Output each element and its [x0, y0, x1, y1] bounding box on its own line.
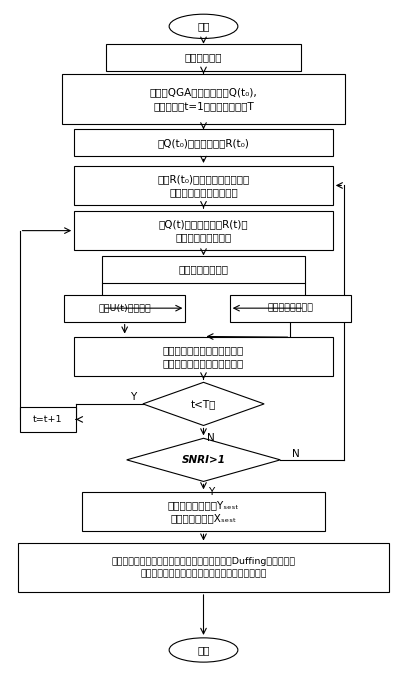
Ellipse shape	[169, 14, 238, 39]
FancyBboxPatch shape	[74, 129, 333, 156]
Polygon shape	[127, 438, 280, 481]
Text: t<T？: t<T？	[191, 399, 216, 409]
Text: 初始化QGA各参数和种群Q(t₀),
设置计数器t=1及最大进化代数T: 初始化QGA各参数和种群Q(t₀), 设置计数器t=1及最大进化代数T	[150, 87, 257, 111]
FancyBboxPatch shape	[82, 492, 325, 531]
Text: 将优化得到的最大适应度值及其个体向量，输入Duffing随机共振模
型，实现此干扰背景中自适应检测微弱小目标信号: 将优化得到的最大适应度值及其个体向量，输入Duffing随机共振模 型，实现此干…	[112, 557, 295, 578]
Text: SNRI>1: SNRI>1	[182, 455, 225, 465]
Text: 输出最优适应度值Yₛₑₛₜ
和最优个体状态Xₛₑₛₜ: 输出最优适应度值Yₛₑₛₜ 和最优个体状态Xₛₑₛₜ	[168, 500, 239, 523]
Text: 量子比特编码: 量子比特编码	[185, 52, 222, 62]
Ellipse shape	[169, 638, 238, 662]
Text: 执行量子交叉操作: 执行量子交叉操作	[179, 264, 228, 274]
FancyBboxPatch shape	[74, 166, 333, 205]
Text: t=t+1: t=t+1	[33, 415, 63, 424]
Text: Y: Y	[208, 487, 214, 497]
Text: 由Q(t)量子崩塔生成R(t)并
对其个体适应度评价: 由Q(t)量子崩塔生成R(t)并 对其个体适应度评价	[159, 219, 248, 242]
FancyBboxPatch shape	[64, 294, 185, 322]
Text: N: N	[207, 433, 214, 443]
Text: 由Q(t₀)量子崩塔生成R(t₀): 由Q(t₀)量子崩塔生成R(t₀)	[158, 138, 249, 148]
Text: 计算当前最优适应度值及其个
体状态作为下一次迭代目标，: 计算当前最优适应度值及其个 体状态作为下一次迭代目标，	[163, 345, 244, 368]
Text: 结束: 结束	[197, 645, 210, 655]
FancyBboxPatch shape	[18, 544, 389, 592]
FancyBboxPatch shape	[230, 294, 351, 322]
FancyBboxPatch shape	[103, 256, 304, 282]
FancyBboxPatch shape	[107, 44, 300, 71]
Text: Y: Y	[130, 392, 136, 402]
FancyBboxPatch shape	[20, 408, 76, 431]
Text: 执行量子变异操作: 执行量子变异操作	[267, 304, 313, 313]
Text: 评价R(t₀)的适应度，保留最优
个体作为下一代演化目标: 评价R(t₀)的适应度，保留最优 个体作为下一代演化目标	[158, 174, 249, 197]
Text: 开始: 开始	[197, 22, 210, 31]
FancyBboxPatch shape	[62, 74, 345, 125]
FancyBboxPatch shape	[74, 337, 333, 376]
Text: 利用U(t)更新种群: 利用U(t)更新种群	[98, 304, 151, 313]
FancyBboxPatch shape	[74, 211, 333, 250]
Text: N: N	[292, 450, 300, 460]
Polygon shape	[143, 383, 264, 425]
